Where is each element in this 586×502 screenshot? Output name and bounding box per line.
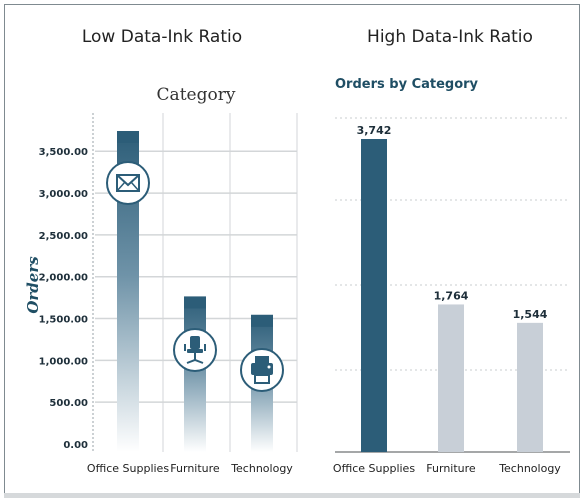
left-bar xyxy=(117,131,139,452)
left-bar-cap xyxy=(251,314,273,327)
left-y-tick-label: 3,500.00 xyxy=(39,147,88,158)
right-x-tick-label: Office Supplies xyxy=(333,462,415,475)
right-x-tick-label: Technology xyxy=(498,462,561,475)
left-bar-cap xyxy=(117,131,139,143)
right-data-label: 3,742 xyxy=(357,124,392,137)
left-bar-cap xyxy=(184,296,206,309)
left-bar xyxy=(184,296,206,452)
right-data-label: 1,544 xyxy=(513,308,548,321)
left-y-tick-label: 2,500.00 xyxy=(39,231,88,242)
right-panel-heading: High Data-Ink Ratio xyxy=(367,27,533,47)
right-bar-chart: Orders by Category 3,742 1,764 1,544 Offic… xyxy=(333,77,570,475)
envelope-icon xyxy=(106,161,150,205)
bottom-scrollbar xyxy=(4,493,580,498)
left-y-axis-label: Orders xyxy=(24,256,42,314)
left-panel-heading: Low Data-Ink Ratio xyxy=(82,27,242,47)
right-bar xyxy=(438,304,464,452)
right-data-label: 1,764 xyxy=(434,289,469,302)
right-x-tick-label: Furniture xyxy=(426,462,476,475)
right-bar xyxy=(517,322,543,452)
left-y-tick-label: 3,000.00 xyxy=(39,189,88,200)
left-y-tick-label: 2,000.00 xyxy=(39,273,88,284)
left-y-tick-label: 1,000.00 xyxy=(39,356,88,367)
printer-icon xyxy=(240,348,284,392)
right-bar xyxy=(361,139,387,452)
left-y-tick-label: 0.00 xyxy=(63,440,88,451)
figure-frame xyxy=(4,4,580,494)
left-x-tick-label: Technology xyxy=(230,462,293,475)
left-x-tick-label: Furniture xyxy=(170,462,220,475)
left-y-tick-label: 500.00 xyxy=(49,398,88,409)
left-bar-chart: Category Orders 3,500.00 3,000.00 2,500.00… xyxy=(24,85,298,475)
left-x-tick-label: Office Supplies xyxy=(87,462,169,475)
right-chart-subtitle: Orders by Category xyxy=(335,77,479,92)
left-y-tick-label: 1,500.00 xyxy=(39,315,88,326)
left-chart-subtitle: Category xyxy=(157,85,236,105)
office-chair-icon xyxy=(173,328,217,372)
